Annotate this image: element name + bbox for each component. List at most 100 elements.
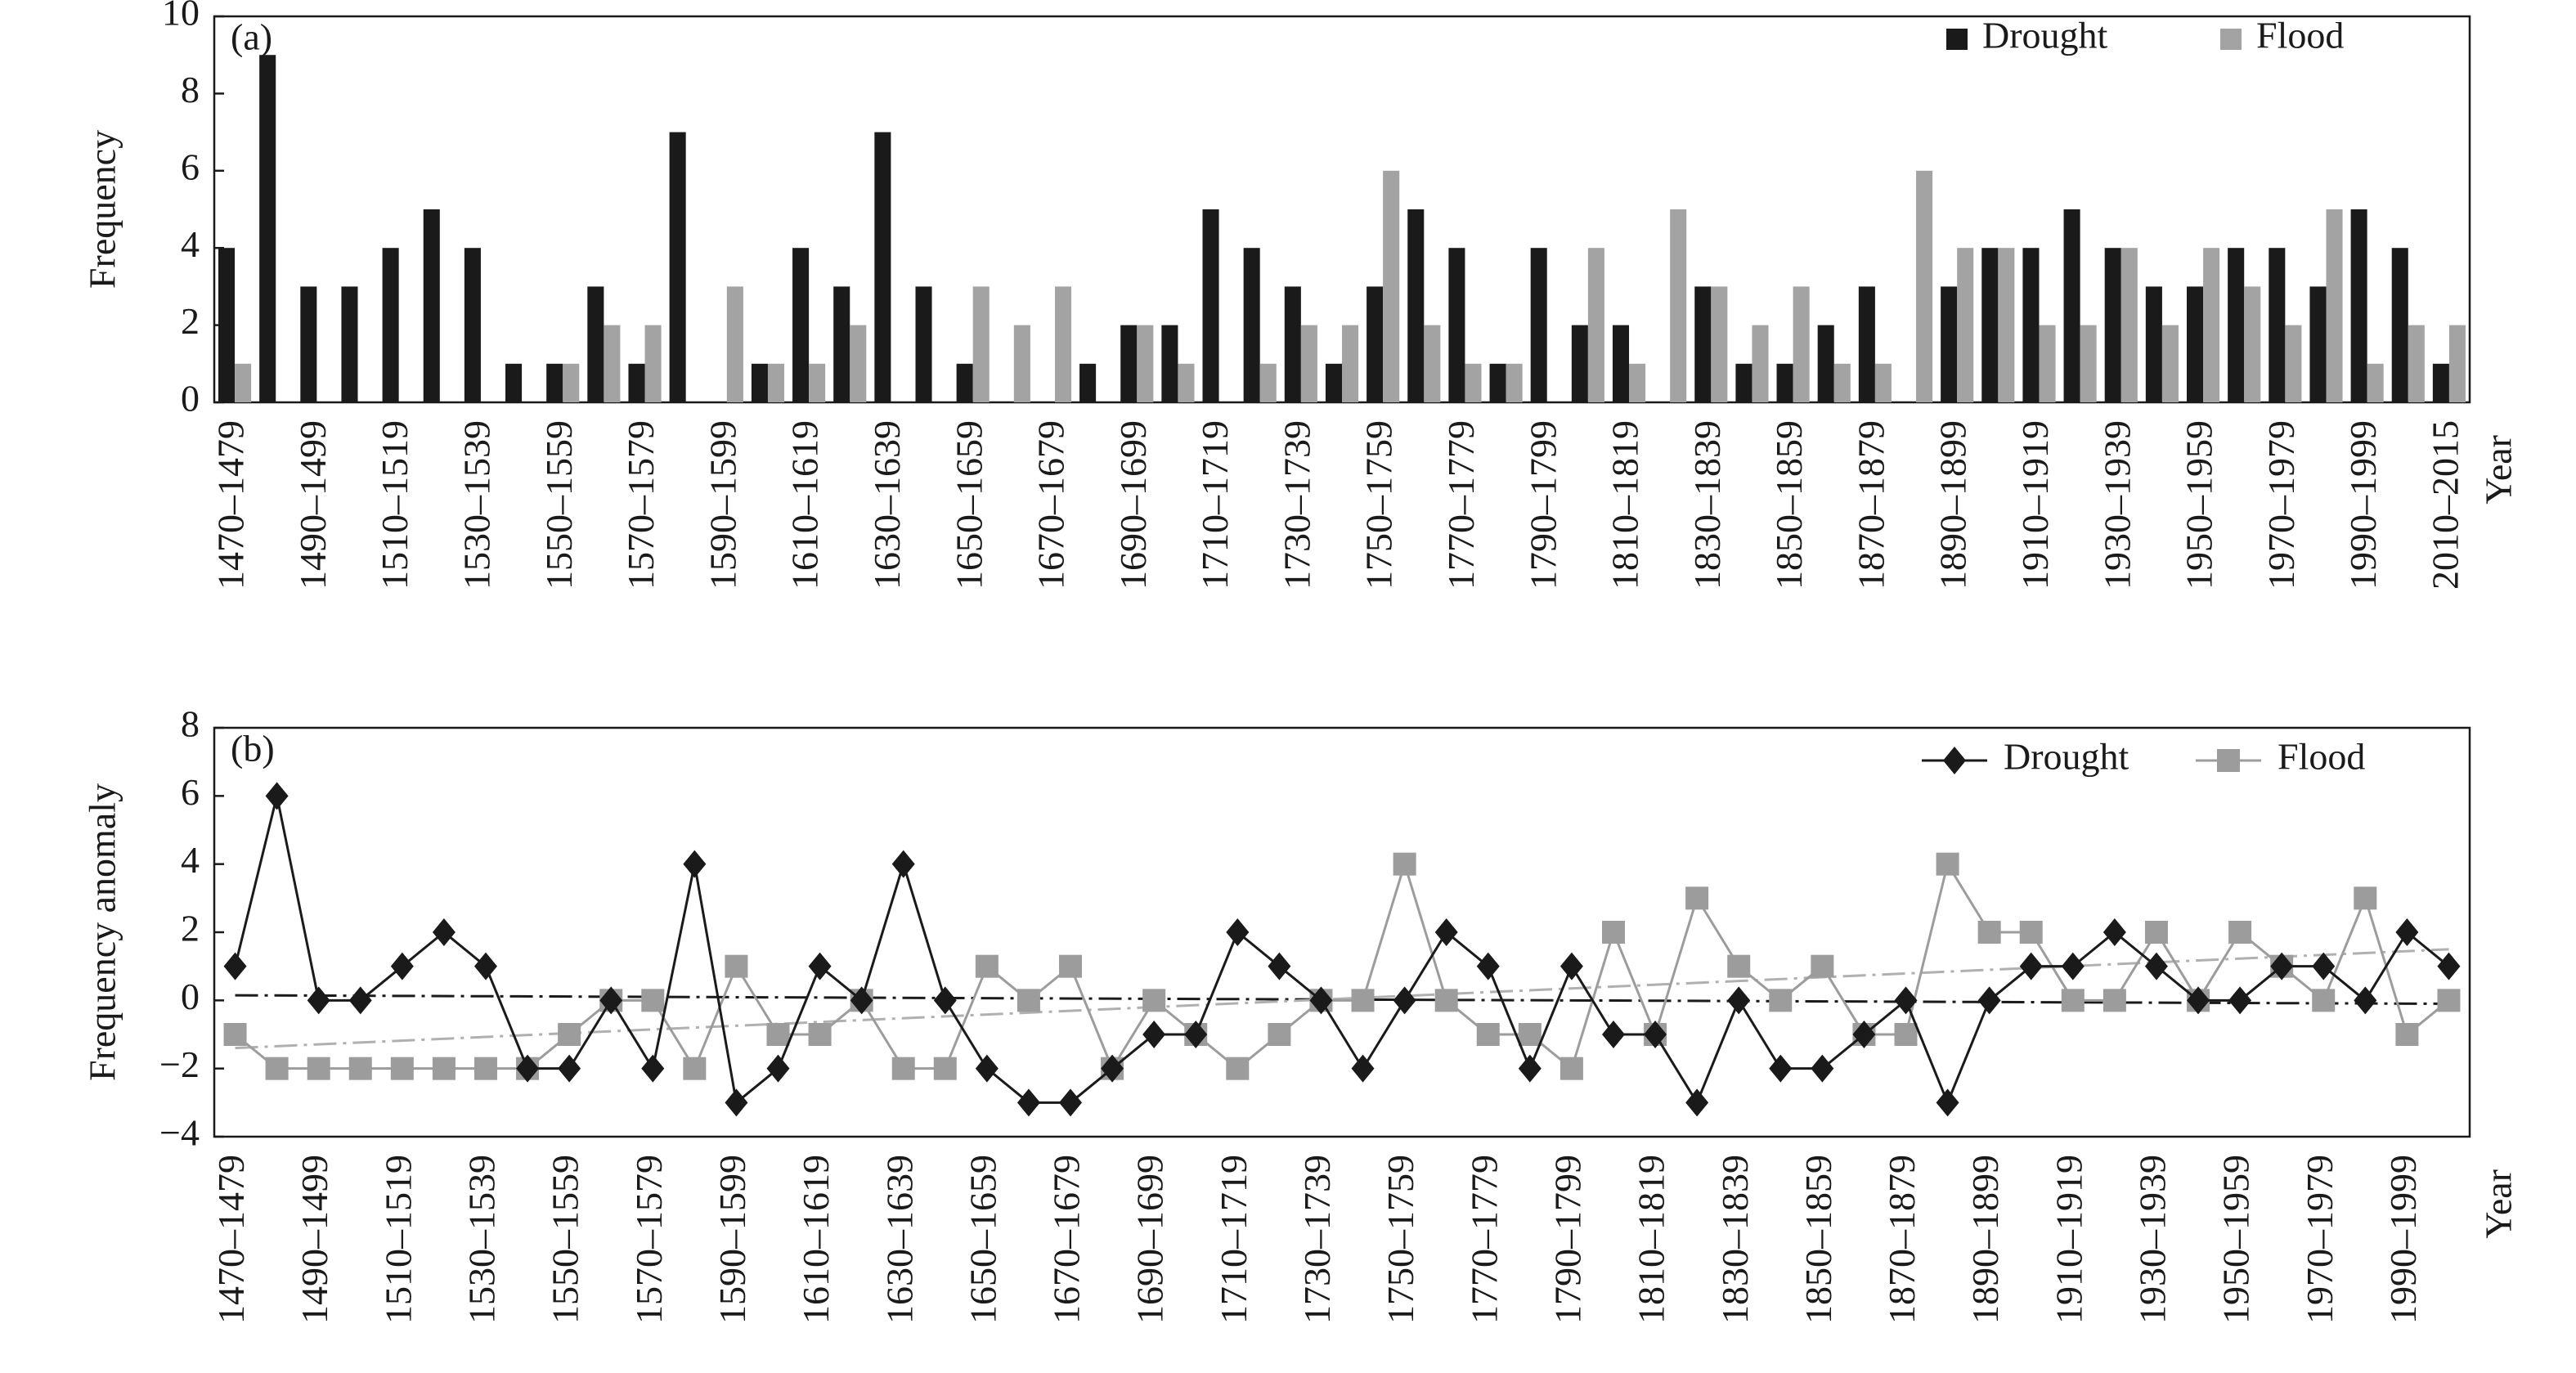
x-tick-label: 1610–1619 (795, 1155, 837, 1324)
x-tick-label: 1490–1499 (292, 420, 334, 590)
x-tick-label: 1850–1859 (1768, 420, 1810, 590)
bar (1325, 363, 1342, 402)
y-tick-label: 6 (181, 771, 200, 813)
x-tick-label: 1550–1559 (538, 420, 580, 590)
legend-label: Drought (2004, 736, 2129, 778)
marker (1936, 1088, 1959, 1117)
bar (1530, 248, 1547, 402)
y-tick-label: 10 (162, 0, 200, 34)
marker (348, 986, 372, 1015)
marker (2144, 952, 2168, 980)
marker (766, 1023, 790, 1046)
x-tick-label: 1590–1599 (711, 1155, 753, 1324)
y-tick-label: 0 (181, 378, 200, 420)
marker (683, 850, 707, 878)
bar (644, 325, 662, 402)
x-tick-label: 1690–1699 (1129, 1155, 1171, 1324)
bar (833, 286, 850, 402)
legend-label: Flood (2256, 15, 2344, 56)
marker (1769, 989, 1793, 1012)
x-tick-label: 1970–1979 (2299, 1155, 2340, 1324)
x-tick-label: 1590–1599 (702, 420, 743, 590)
legend-marker (1943, 747, 1966, 774)
marker (1518, 1054, 1542, 1083)
marker (558, 1023, 581, 1046)
x-tick-label: 1950–1959 (2179, 420, 2220, 590)
marker (1268, 1023, 1291, 1046)
bar (2228, 248, 2245, 402)
bar (2203, 248, 2220, 402)
bar (1120, 325, 1138, 402)
bar (1587, 248, 1604, 402)
x-axis-label: Year (2478, 435, 2520, 505)
bar (341, 286, 358, 402)
marker (223, 1023, 247, 1046)
marker (641, 1054, 665, 1083)
marker (432, 1057, 456, 1080)
x-tick-label: 1890–1899 (1964, 1155, 2006, 1324)
bar (300, 286, 317, 402)
bar (751, 363, 768, 402)
bar (1735, 363, 1752, 402)
bar (2022, 248, 2040, 402)
marker (1727, 954, 1751, 978)
marker (1894, 1023, 1918, 1046)
bar (1711, 286, 1728, 402)
plot-frame (213, 726, 2471, 1138)
bar (1079, 363, 1097, 402)
bar (1137, 325, 1154, 402)
bar (1202, 209, 1219, 402)
bar (235, 363, 252, 402)
marker (1977, 986, 2001, 1015)
marker (1518, 1023, 1542, 1046)
x-tick-label: 1570–1579 (628, 1155, 670, 1324)
marker (1393, 852, 1416, 876)
x-tick-label: 1990–1999 (2342, 420, 2384, 590)
bar (2161, 325, 2179, 402)
bar (1752, 325, 1769, 402)
panel-label: (a) (231, 16, 272, 58)
x-tick-label: 1990–1999 (2382, 1155, 2424, 1324)
bar (915, 286, 932, 402)
marker (2354, 886, 2377, 910)
y-tick-label: 4 (181, 223, 200, 265)
legend-swatch (2220, 29, 2242, 50)
marker (307, 1057, 330, 1080)
bar (1424, 325, 1441, 402)
x-tick-label: 1530–1539 (461, 1155, 503, 1324)
marker (2019, 952, 2043, 980)
bar (850, 325, 867, 402)
bar (2186, 286, 2204, 402)
marker (1894, 986, 1918, 1015)
marker (2228, 921, 2252, 944)
marker (1184, 1021, 1208, 1048)
marker (1601, 1021, 1625, 1048)
marker (1560, 1057, 1583, 1080)
x-tick-label: 1530–1539 (456, 420, 498, 590)
marker (473, 952, 497, 980)
y-tick-label: 2 (181, 300, 200, 342)
marker (1560, 952, 1583, 980)
bar (2448, 325, 2466, 402)
y-axis-label: Frequency (82, 130, 123, 289)
x-tick-label: 1630–1639 (866, 420, 908, 590)
legend-label: Drought (1982, 15, 2108, 56)
marker (2312, 989, 2336, 1012)
bar (726, 286, 743, 402)
y-tick-label: 6 (181, 146, 200, 187)
bar (2063, 209, 2080, 402)
bar (218, 248, 236, 402)
bar (1465, 363, 1482, 402)
bar (1694, 286, 1712, 402)
x-tick-label: 1870–1879 (1850, 420, 1892, 590)
bar (1957, 248, 1974, 402)
marker (2395, 918, 2419, 946)
marker (891, 850, 915, 878)
x-tick-label: 1830–1839 (1714, 1155, 1756, 1324)
marker (1977, 921, 2001, 944)
y-tick-label: −4 (159, 1112, 200, 1154)
marker (390, 1057, 414, 1080)
marker (808, 1023, 832, 1046)
bar (956, 363, 973, 402)
marker (2228, 986, 2252, 1015)
